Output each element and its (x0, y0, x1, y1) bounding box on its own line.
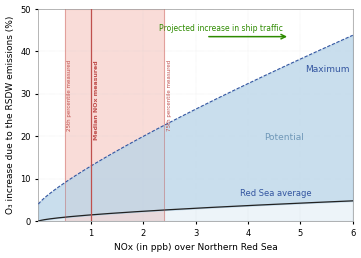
Text: Projected increase in ship traffic: Projected increase in ship traffic (159, 24, 283, 33)
Text: Red Sea average: Red Sea average (240, 189, 312, 198)
Bar (65, 9, 164, 221)
X-axis label: NOx (in ppb) over Northern Red Sea: NOx (in ppb) over Northern Red Sea (114, 244, 278, 252)
Y-axis label: O₃ increase due to the RSDW emissions (%): O₃ increase due to the RSDW emissions (%… (5, 16, 14, 214)
Text: 25th percentile measured: 25th percentile measured (67, 60, 72, 131)
Text: Potential: Potential (264, 133, 304, 142)
Text: 75th percentile measured: 75th percentile measured (167, 60, 172, 131)
Text: Maximum: Maximum (306, 65, 350, 74)
Text: Median NOx measured: Median NOx measured (94, 60, 99, 140)
